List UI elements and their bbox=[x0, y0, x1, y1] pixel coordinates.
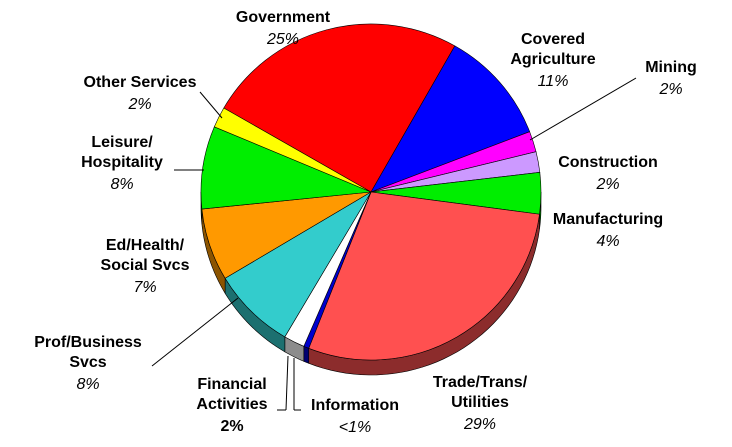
slice-value-label: 8% bbox=[110, 176, 134, 193]
slice-label: Prof/Business Svcs bbox=[34, 334, 142, 371]
slice bbox=[370, 45, 531, 193]
slice-label: Trade/Trans/ Utilities bbox=[432, 374, 528, 411]
slice bbox=[223, 23, 456, 193]
slice-label: Construction bbox=[558, 154, 658, 171]
slice-value-label: 7% bbox=[133, 279, 157, 296]
leader-line bbox=[529, 77, 637, 141]
slice-label: Leisure/ Hospitality bbox=[81, 134, 163, 171]
slice-value-label: 11% bbox=[537, 73, 569, 90]
slice-label: Other Services bbox=[83, 74, 197, 91]
slice-label: Mining bbox=[645, 59, 697, 76]
slice-side bbox=[303, 345, 310, 364]
slice-label: Covered Agriculture bbox=[510, 31, 596, 68]
slice-value-label: 2% bbox=[659, 81, 683, 98]
slice-label: Financial Activities bbox=[196, 376, 268, 413]
slice bbox=[213, 107, 372, 193]
slice-label: Government bbox=[235, 9, 331, 26]
slice-value-label: 8% bbox=[76, 376, 100, 393]
slice-value-label: 29% bbox=[463, 416, 497, 433]
leader-lines bbox=[151, 77, 637, 411]
leader-line bbox=[285, 355, 289, 411]
leader-line bbox=[199, 91, 223, 119]
slice-value-label: <1% bbox=[338, 419, 372, 436]
slice-label: Information bbox=[311, 397, 399, 414]
slice-value-label: 2% bbox=[220, 418, 244, 435]
leader-line bbox=[151, 297, 239, 367]
slice-value-label: 2% bbox=[596, 176, 620, 193]
slice-value-label: 2% bbox=[128, 96, 152, 113]
slice-label: Manufacturing bbox=[552, 211, 664, 228]
slice-value-label: 4% bbox=[596, 233, 620, 250]
slice bbox=[308, 191, 540, 361]
slice-label: Ed/Health/ Social Svcs bbox=[100, 237, 190, 274]
slice-value-label: 25% bbox=[266, 31, 300, 48]
